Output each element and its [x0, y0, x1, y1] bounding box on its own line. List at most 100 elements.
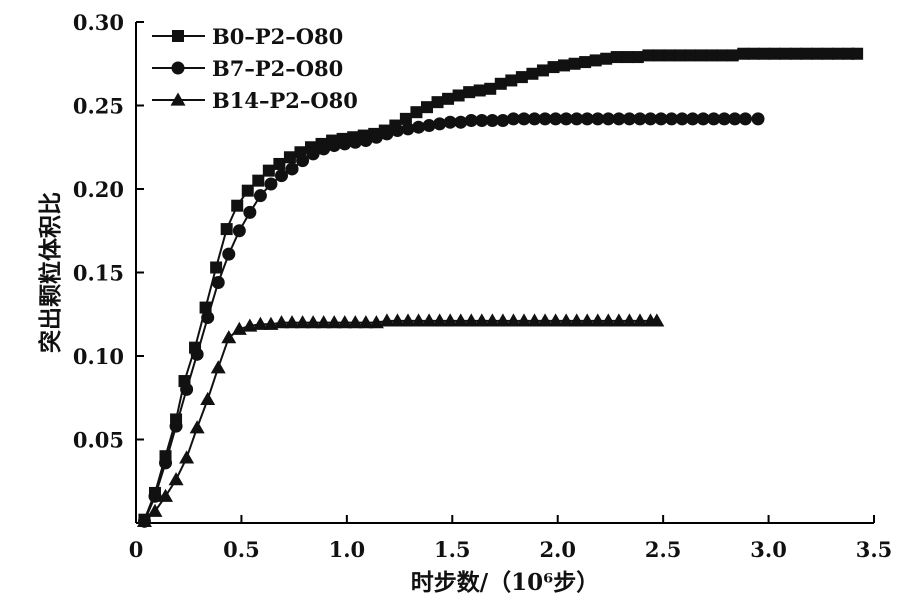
data-point [389, 313, 405, 327]
data-point [526, 67, 539, 80]
series-circle [137, 112, 765, 528]
data-point [433, 117, 447, 131]
data-point [494, 77, 507, 90]
x-tick-label: 2.5 [645, 537, 682, 562]
x-tick-label: 2.0 [539, 537, 576, 562]
data-point [411, 313, 427, 327]
data-point [495, 313, 511, 327]
x-tick-label: 0 [129, 537, 144, 562]
data-point [316, 315, 332, 329]
data-point [327, 139, 341, 153]
data-point [642, 49, 655, 62]
data-point [338, 137, 352, 151]
y-axis-title: 突出颗粒体积比 [37, 192, 64, 353]
data-point [253, 189, 267, 203]
data-point [570, 112, 584, 126]
data-point [686, 112, 700, 126]
data-point [516, 313, 532, 327]
data-point [264, 177, 278, 191]
data-point [632, 313, 648, 327]
data-point [484, 82, 497, 95]
axes: 0 0.5 1.0 1.5 2.0 2.5 3.0 3.5 0.05 0.10 0.15 0.20 0.… [73, 10, 892, 562]
data-point [621, 51, 634, 64]
data-point [262, 164, 275, 177]
data-point [484, 313, 500, 327]
data-point [716, 49, 729, 62]
data-point [717, 112, 731, 126]
data-point [558, 313, 574, 327]
data-point [696, 112, 710, 126]
data-point [252, 174, 265, 187]
data-point [136, 513, 152, 527]
data-point [284, 315, 300, 329]
y-tick-label: 0.30 [73, 10, 124, 35]
data-point [633, 112, 647, 126]
data-point [295, 315, 311, 329]
series-square [138, 47, 864, 526]
data-point [590, 313, 606, 327]
data-point [851, 47, 864, 60]
legend-label: B0–P2–O80 [212, 24, 343, 49]
data-point [811, 47, 824, 60]
data-point [306, 147, 320, 161]
legend-marker [171, 61, 185, 75]
data-point [158, 488, 174, 502]
x-tick-label: 3.5 [856, 537, 893, 562]
data-point [622, 112, 636, 126]
data-point [505, 74, 518, 87]
data-point [821, 47, 834, 60]
data-point [159, 456, 173, 470]
data-point [252, 316, 268, 330]
data-point [726, 49, 739, 62]
data-point [431, 96, 444, 109]
legend-label: B7–P2–O80 [212, 56, 343, 81]
data-point [779, 47, 792, 60]
data-point [600, 52, 613, 65]
data-point [496, 114, 510, 128]
data-point [199, 301, 212, 314]
data-point [380, 127, 394, 141]
data-point [473, 84, 486, 97]
data-point [537, 313, 553, 327]
data-point [536, 64, 549, 77]
data-point [621, 313, 637, 327]
series-line [143, 319, 657, 523]
data-point [369, 130, 383, 144]
data-point [758, 47, 771, 60]
data-point [222, 247, 236, 261]
data-point [399, 112, 412, 125]
data-point [601, 112, 615, 126]
data-point [789, 47, 802, 60]
data-point [611, 313, 627, 327]
data-point [190, 347, 204, 361]
data-point [420, 101, 433, 114]
data-point [296, 154, 310, 168]
data-point [273, 315, 289, 329]
data-point [684, 49, 697, 62]
data-point [210, 360, 226, 374]
data-point [751, 112, 765, 126]
data-point [412, 120, 426, 134]
data-point [337, 315, 353, 329]
data-point [368, 315, 384, 329]
data-point [348, 135, 362, 149]
legend-marker [172, 30, 184, 42]
data-point [401, 122, 415, 136]
data-point [568, 57, 581, 70]
data-point [559, 112, 573, 126]
data-point [569, 313, 585, 327]
data-point [443, 115, 457, 129]
data-point [410, 106, 423, 119]
data-point [589, 54, 602, 67]
data-point [180, 382, 194, 396]
data-point [649, 313, 665, 327]
data-point [579, 313, 595, 327]
data-point [591, 112, 605, 126]
data-point [675, 112, 689, 126]
data-point [285, 162, 299, 176]
data-point [442, 313, 458, 327]
y-tick-label: 0.20 [73, 177, 124, 202]
series-layer [136, 47, 864, 528]
data-point [453, 313, 469, 327]
